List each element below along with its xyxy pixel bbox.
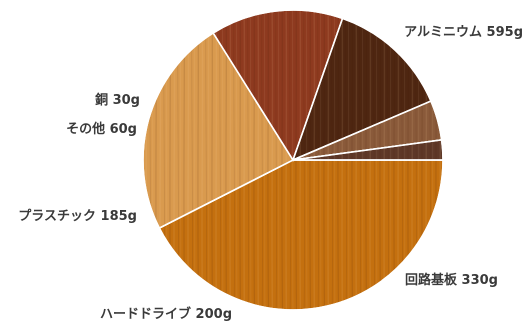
slice-label-2: 回路基板 330g xyxy=(405,272,498,288)
pie-slice-2-texture xyxy=(142,31,295,230)
pie-slice-4-texture xyxy=(291,17,432,162)
pie-slice-6-texture xyxy=(292,139,444,161)
slice-labels: アルミニウム 595g 回路基板 330g ハードドライブ 200g プラスチック 1… xyxy=(18,25,523,322)
slice-label-1: アルミニウム 595g xyxy=(404,25,523,40)
pie-slice-3-texture xyxy=(212,9,344,162)
pie-slices xyxy=(142,9,444,311)
pie-slice-1-texture xyxy=(158,159,444,311)
slice-label-5: その他 60g xyxy=(66,121,137,137)
slice-label-6: 銅 30g xyxy=(95,92,140,108)
slice-label-4: プラスチック 185g xyxy=(18,209,137,224)
slice-label-3: ハードドライブ 200g xyxy=(100,306,232,322)
